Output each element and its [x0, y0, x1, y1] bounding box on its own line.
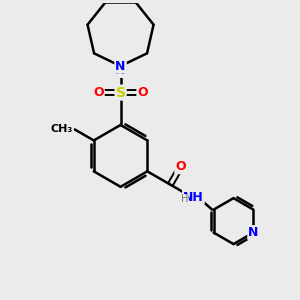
Text: H: H — [181, 194, 188, 205]
Text: N: N — [248, 226, 259, 239]
Text: NH: NH — [183, 190, 204, 204]
Text: O: O — [137, 86, 148, 99]
Text: O: O — [175, 160, 186, 173]
Text: N: N — [116, 64, 126, 77]
Text: O: O — [93, 86, 104, 99]
Text: CH₃: CH₃ — [51, 124, 73, 134]
Text: N: N — [116, 60, 126, 73]
Text: S: S — [116, 85, 126, 100]
